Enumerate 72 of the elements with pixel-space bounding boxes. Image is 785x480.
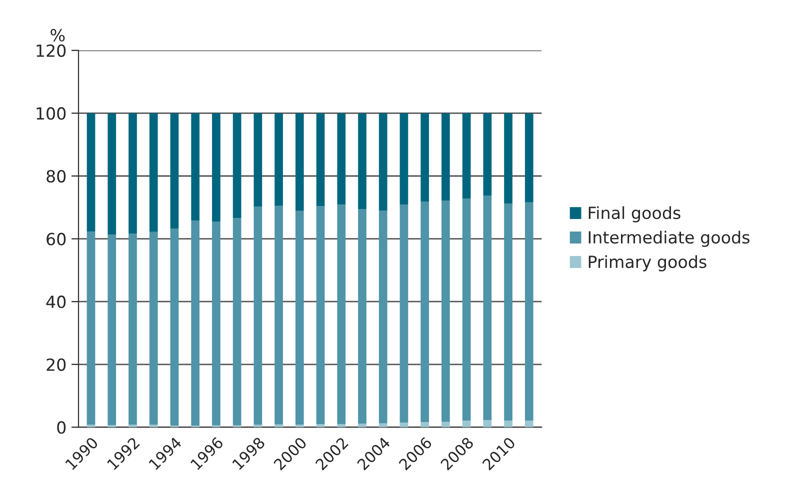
- bar: [483, 195, 492, 420]
- bar: [212, 222, 220, 426]
- bar: [232, 113, 242, 218]
- bar: [504, 113, 512, 204]
- bar: [524, 202, 534, 421]
- bar: [274, 206, 283, 424]
- bar: [378, 210, 388, 424]
- bar: [420, 113, 429, 202]
- bar: [378, 423, 388, 428]
- bar: [128, 234, 137, 425]
- bar: [524, 420, 534, 428]
- bar: [504, 420, 512, 428]
- bar: [170, 113, 179, 229]
- bar: [149, 232, 158, 425]
- bar: [295, 113, 304, 211]
- bar: [483, 420, 492, 428]
- bar: [170, 228, 179, 426]
- y-tick-label: 40: [46, 296, 66, 308]
- bar: [442, 422, 450, 428]
- bar: [108, 113, 116, 235]
- bar: [442, 113, 450, 201]
- bar: [420, 202, 429, 422]
- y-tick-label: 100: [36, 107, 66, 120]
- bar: [108, 234, 116, 425]
- bar: [400, 204, 408, 422]
- legend-label: Primary goods: [588, 255, 706, 272]
- bar: [504, 204, 512, 421]
- bar: [191, 113, 200, 221]
- bar: [86, 232, 96, 425]
- legend-label: Intermediate goods: [588, 230, 750, 247]
- bar: [212, 113, 220, 222]
- y-tick-label: 60: [46, 232, 66, 246]
- bar: [483, 113, 492, 196]
- legend-label: Final goods: [588, 206, 680, 222]
- bar: [462, 113, 471, 199]
- bar: [337, 424, 346, 428]
- bar: [420, 422, 429, 428]
- bar: [316, 113, 325, 206]
- y-tick-label: 80: [46, 170, 66, 183]
- bar: [400, 422, 408, 428]
- bar: [149, 424, 158, 428]
- bar: [316, 424, 325, 428]
- bar: [337, 113, 346, 205]
- bar: [254, 206, 262, 425]
- bar: [358, 208, 366, 424]
- bar: [254, 424, 262, 428]
- bar: [191, 220, 200, 426]
- bar: [358, 113, 366, 209]
- bar: [274, 424, 283, 428]
- bar: [254, 113, 262, 207]
- bar: [295, 424, 304, 428]
- y-tick-label: 20: [46, 358, 66, 371]
- bar: [337, 204, 346, 424]
- bar: [86, 113, 96, 232]
- y-tick-label: 0: [57, 421, 66, 434]
- bar: [316, 206, 325, 424]
- bar: [462, 420, 471, 428]
- bar: [358, 424, 366, 428]
- y-axis-title: %: [50, 28, 65, 42]
- bar: [442, 200, 450, 422]
- bar: [274, 113, 283, 206]
- bar: [149, 113, 158, 232]
- bar: [128, 113, 137, 234]
- y-tick-label: 120: [36, 44, 66, 57]
- bar: [462, 198, 471, 421]
- bar: [128, 424, 137, 428]
- bar: [232, 218, 242, 426]
- bar: [86, 424, 96, 428]
- bar: [524, 113, 534, 202]
- bar: [400, 113, 408, 205]
- bar: [295, 210, 304, 425]
- bar: [378, 113, 388, 211]
